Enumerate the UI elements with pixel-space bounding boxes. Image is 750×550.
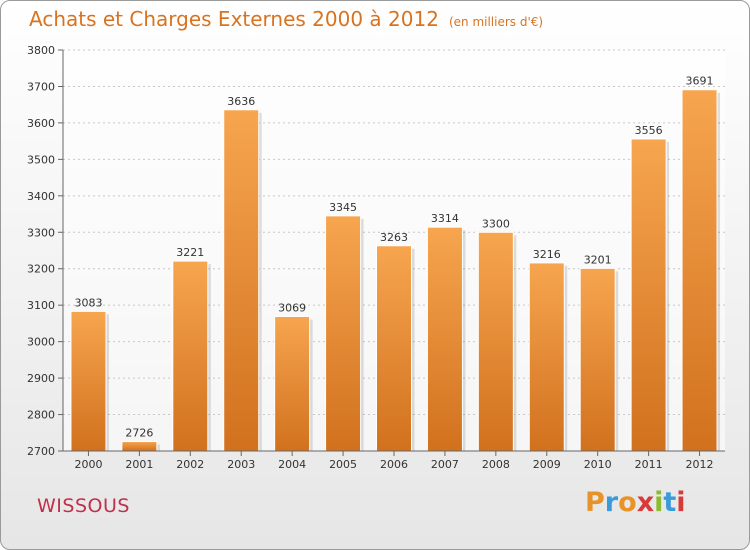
y-tick-label: 3600 [27,117,55,130]
bar [223,109,260,452]
x-tick-label: 2000 [74,458,102,471]
data-label: 3691 [686,75,714,88]
proxiti-logo[interactable]: Proxiti [585,487,686,518]
bar [630,138,667,452]
x-tick-label: 2004 [278,458,306,471]
y-tick-label: 3700 [27,80,55,93]
data-label: 3345 [329,201,357,214]
x-tick-label: 2002 [176,458,204,471]
y-tick-label: 3800 [27,44,55,57]
x-tick-label: 2003 [227,458,255,471]
logo-letter: t [663,487,677,518]
logo-letter: i [654,487,664,518]
x-tick-label: 2012 [686,458,714,471]
chart-subtitle: (en milliers d'€) [448,15,544,29]
data-label: 3216 [533,248,561,261]
bar [376,245,412,452]
x-tick-label: 2005 [329,458,357,471]
y-tick-label: 2900 [27,372,55,385]
data-label: 3314 [431,212,459,225]
logo-letter: x [636,487,655,518]
bar [681,89,718,452]
x-tick-label: 2006 [380,458,408,471]
bar [477,231,514,452]
y-tick-label: 3500 [27,153,55,166]
data-label: 3069 [278,301,306,314]
y-tick-label: 3400 [27,190,55,203]
y-tick-label: 2700 [27,445,55,458]
data-label: 2726 [125,427,153,440]
y-tick-label: 2800 [27,409,55,422]
data-label: 3083 [74,296,102,309]
y-tick-label: 3100 [27,299,55,312]
data-label: 3263 [380,231,408,244]
bar [325,215,362,452]
logo-letter: i [676,487,686,518]
x-tick-label: 2008 [482,458,510,471]
location-name: WISSOUS [37,495,130,517]
data-label: 3556 [635,124,663,137]
data-label: 3221 [176,246,204,259]
bar [274,315,311,452]
x-tick-label: 2010 [584,458,612,471]
y-tick-label: 3000 [27,336,55,349]
y-tick-label: 3300 [27,226,55,239]
data-label: 3300 [482,217,510,230]
x-tick-label: 2011 [635,458,663,471]
data-label: 3201 [584,253,612,266]
x-tick-label: 2001 [125,458,153,471]
bar [172,260,209,452]
chart-title: Achats et Charges Externes 2000 à 2012 (e… [29,7,543,31]
bar [70,310,107,452]
logo-letter: r [604,487,619,518]
chart-title-text: Achats et Charges Externes 2000 à 2012 [29,7,439,31]
bar [426,226,463,452]
logo-letter: P [585,487,605,518]
bar [579,267,616,452]
x-tick-label: 2007 [431,458,459,471]
x-tick-label: 2009 [533,458,561,471]
y-tick-label: 3200 [27,263,55,276]
bar [121,441,158,452]
bar [528,262,565,452]
logo-letter: o [618,487,637,518]
data-label: 3636 [227,95,255,108]
